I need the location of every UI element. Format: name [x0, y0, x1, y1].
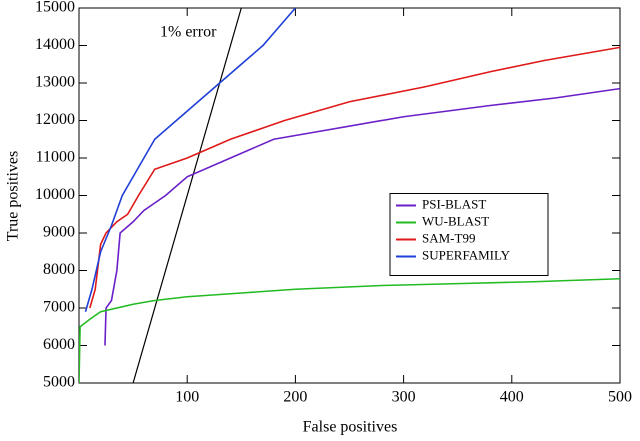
reference-label: 1% error: [160, 24, 217, 41]
legend-label: SUPERFAMILY: [422, 247, 511, 262]
y-tick-label: 11000: [36, 149, 75, 166]
y-axis-title: True positives: [5, 151, 22, 242]
legend: PSI-BLAST WU-BLAST SAM-T99 SUPERFAMILY: [389, 193, 549, 276]
legend-label: PSI-BLAST: [422, 196, 486, 211]
y-tick-label: 6000: [43, 336, 75, 353]
y-tick-label: 9000: [43, 224, 75, 241]
y-tick-label: 15000: [35, 0, 75, 16]
y-tick-label: 10000: [35, 186, 75, 203]
x-tick-label: 400: [500, 389, 524, 406]
y-tick-label: 12000: [35, 111, 75, 128]
series-line: [79, 277, 620, 383]
reference-line: [132, 8, 242, 383]
legend-label: SAM-T99: [422, 230, 475, 245]
series-line: [104, 87, 620, 346]
y-tick-label: 14000: [35, 36, 75, 53]
y-tick-label: 8000: [43, 261, 75, 278]
legend-box: [389, 193, 549, 276]
series-line: [84, 8, 297, 312]
y-tick-label: 5000: [43, 374, 75, 391]
legend-label: WU-BLAST: [422, 213, 489, 228]
x-tick-label: 200: [283, 389, 307, 406]
x-axis-title: False positives: [303, 419, 398, 436]
x-tick-label: 100: [175, 389, 199, 406]
series-line: [89, 46, 620, 309]
y-tick-label: 13000: [35, 74, 75, 91]
x-tick-label: 500: [608, 389, 632, 406]
y-tick-label: 7000: [43, 299, 75, 316]
x-tick-label: 300: [392, 389, 416, 406]
